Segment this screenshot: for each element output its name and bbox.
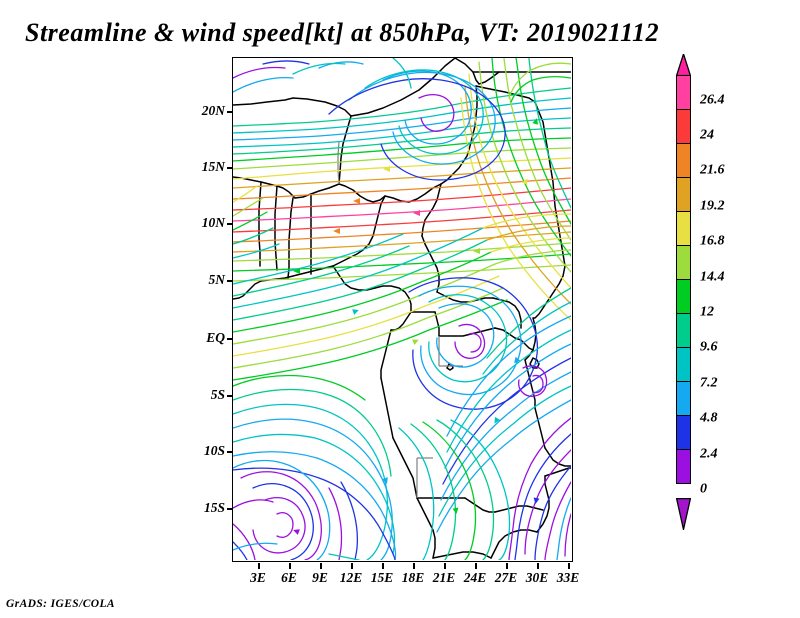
colorbar-band: [676, 313, 691, 349]
colorbar-tick-label: 12: [700, 304, 714, 320]
colorbar-bottom-arrow: [676, 498, 691, 530]
colorbar-top-arrow: [676, 54, 691, 76]
x-tick: [568, 563, 570, 569]
x-tick-label: 12E: [339, 570, 363, 585]
map-canvas: [233, 58, 572, 561]
colorbar-band: [676, 143, 691, 179]
colorbar-band: [676, 75, 691, 111]
streamline-arrowheads: [293, 118, 540, 535]
x-tick-label: 15E: [370, 570, 394, 585]
x-tick: [475, 563, 477, 569]
streamline-field: [233, 58, 571, 560]
colorbar-band: [676, 177, 691, 213]
colorbar-tick-label: 26.4: [700, 92, 725, 108]
x-tick-label: 21E: [432, 570, 456, 585]
x-tick: [537, 563, 539, 569]
x-tick: [413, 563, 415, 569]
colorbar-tick-label: 2.4: [700, 446, 718, 462]
y-tick-label: 5N: [208, 272, 226, 287]
colorbar-tick-label: 24: [700, 127, 714, 143]
y-tick: [227, 111, 233, 113]
colorbar-band: [676, 109, 691, 145]
y-tick-label: 15S: [203, 500, 225, 515]
colorbar-band: [676, 381, 691, 417]
y-tick-label: EQ: [206, 330, 225, 345]
streamlines-south: [233, 374, 571, 560]
x-tick-label: 9E: [312, 570, 328, 585]
map-plot-area: 20N 15N 10N 5N EQ 5S 10S 15S 3E 6E 9E 12…: [202, 57, 579, 585]
streamlines-southwest-vortex: [233, 459, 359, 560]
colorbar-tick-label: 14.4: [700, 269, 725, 285]
x-tick-label: 18E: [401, 570, 425, 585]
x-tick-label: 3E: [250, 570, 266, 585]
colorbar-band: [676, 415, 691, 451]
y-tick: [227, 338, 233, 340]
y-tick: [227, 395, 233, 397]
footer-credit: GrADS: IGES/COLA: [6, 598, 115, 610]
colorbar-tick-label: 21.6: [700, 162, 725, 178]
y-tick: [227, 280, 233, 282]
colorbar-tick-label: 4.8: [700, 410, 718, 426]
x-tick-label: 24E: [463, 570, 487, 585]
colorbar-band: [676, 449, 691, 485]
x-tick: [320, 563, 322, 569]
streamlines-west: [233, 185, 360, 560]
x-tick-label: 27E: [494, 570, 518, 585]
streamlines-northeast: [460, 58, 571, 321]
streamlines-equatorial: [233, 213, 571, 381]
y-tick: [227, 223, 233, 225]
x-tick-label: 6E: [281, 570, 297, 585]
x-tick-label: 30E: [525, 570, 549, 585]
colorbar-tick-label: 19.2: [700, 198, 725, 214]
colorbar-band: [676, 347, 691, 383]
y-tick-label: 20N: [201, 103, 225, 118]
streamlines-upper-swirl: [233, 58, 506, 181]
x-tick: [289, 563, 291, 569]
y-tick: [227, 508, 233, 510]
colorbar-band: [676, 279, 691, 315]
colorbar-tick-label: 16.8: [700, 233, 725, 249]
colorbar-band: [676, 245, 691, 281]
colorbar-tick-label: 7.2: [700, 375, 718, 391]
x-tick-label: 33E: [556, 570, 580, 585]
colorbar-tick-label: 0: [700, 481, 707, 497]
x-tick: [351, 563, 353, 569]
colorbar: 26.4 24 21.6 19.2 16.8 14.4 12 9.6 7.2 4…: [676, 54, 725, 530]
x-tick: [506, 563, 508, 569]
page-title: Streamline & wind speed[kt] at 850hPa, V…: [25, 18, 660, 47]
y-tick-label: 10S: [203, 443, 225, 458]
x-tick: [444, 563, 446, 569]
streamlines-north: [233, 87, 571, 282]
y-tick-label: 5S: [210, 387, 225, 402]
x-tick: [382, 563, 384, 569]
streamlines-central-vortex: [408, 277, 538, 410]
y-tick-label: 15N: [201, 159, 225, 174]
y-tick: [227, 167, 233, 169]
y-tick: [227, 451, 233, 453]
colorbar-band: [676, 211, 691, 247]
colorbar-tick-label: 9.6: [700, 339, 718, 355]
y-tick-label: 10N: [201, 215, 225, 230]
x-tick: [258, 563, 260, 569]
